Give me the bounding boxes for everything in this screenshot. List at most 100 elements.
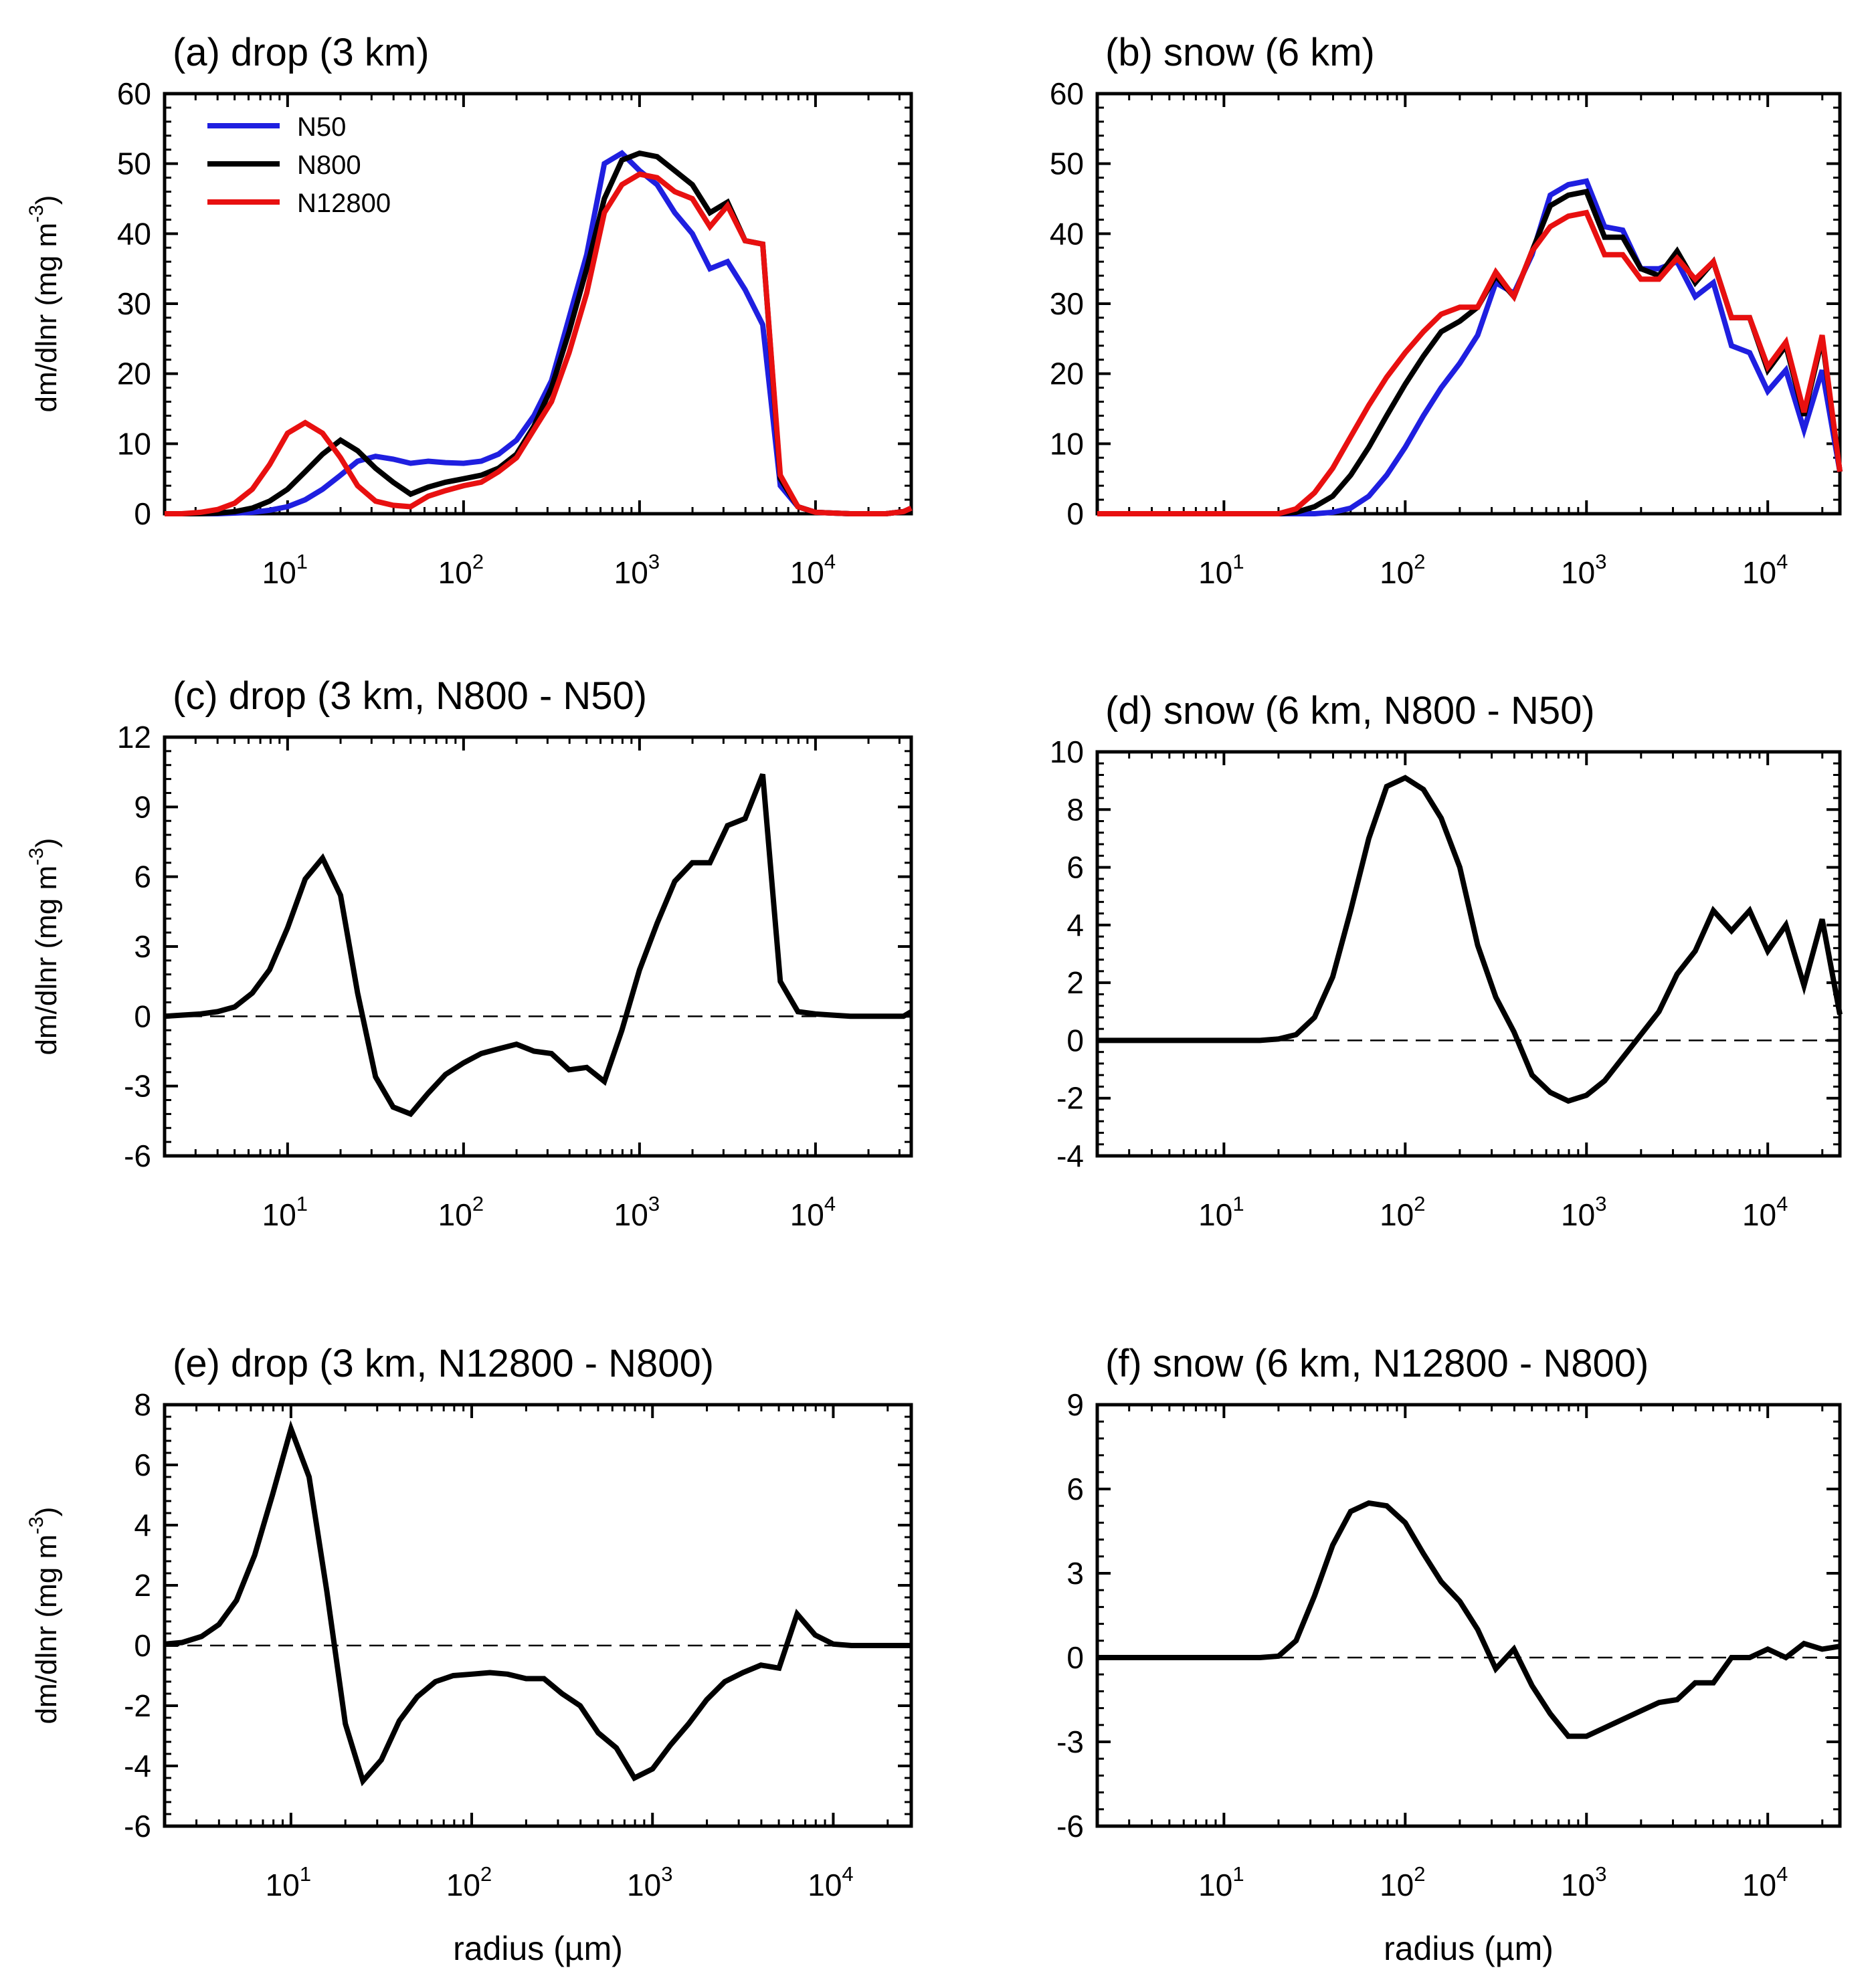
series-line-n12800 xyxy=(165,171,913,516)
x-tick-exponent: 1 xyxy=(300,1862,311,1886)
x-tick-exponent: 1 xyxy=(1232,1192,1244,1215)
panel-title: (a) drop (3 km) xyxy=(173,31,430,74)
x-tick-exponent: 3 xyxy=(648,1192,660,1215)
y-tick-label: -3 xyxy=(124,1069,151,1104)
series-line-n12800 xyxy=(1097,209,1843,516)
x-tick-label: 103 xyxy=(1561,1192,1606,1232)
y-tick-label: 6 xyxy=(1066,1472,1084,1506)
x-tick-base: 10 xyxy=(1198,1868,1232,1902)
x-tick-exponent: 3 xyxy=(661,1862,672,1886)
legend-label: N12800 xyxy=(297,189,391,218)
y-tick-label: 20 xyxy=(1050,357,1084,391)
series-line-n12800-n800 xyxy=(1097,1500,1841,1739)
x-tick-label: 103 xyxy=(1561,550,1606,590)
y-tick-label: 3 xyxy=(1066,1556,1084,1591)
x-tick-base: 10 xyxy=(446,1868,480,1902)
x-tick-base: 10 xyxy=(262,1197,296,1232)
y-axis-label-exponent: -3 xyxy=(25,205,48,223)
x-axis-label: radius (µm) xyxy=(1384,1930,1554,1967)
x-tick-label: 101 xyxy=(1198,1192,1244,1232)
x-tick-exponent: 2 xyxy=(1414,550,1425,573)
series-line-n50 xyxy=(1097,178,1843,516)
y-tick-label: -4 xyxy=(1056,1138,1084,1173)
y-tick-label: 3 xyxy=(134,929,151,964)
x-tick-exponent: 4 xyxy=(1776,1192,1788,1215)
x-tick-exponent: 4 xyxy=(824,550,836,573)
y-tick-label: 0 xyxy=(1066,496,1084,531)
y-axis-label: dm/dlnr (mg m-3) xyxy=(25,195,63,413)
x-tick-base: 10 xyxy=(1742,1868,1776,1902)
y-tick-label: 0 xyxy=(134,496,151,531)
x-tick-label: 104 xyxy=(790,1192,836,1232)
x-tick-exponent: 1 xyxy=(1232,1862,1244,1886)
legend-label: N50 xyxy=(297,112,346,142)
x-tick-base: 10 xyxy=(1380,1868,1414,1902)
x-tick-exponent: 4 xyxy=(1776,1862,1788,1886)
y-tick-label: 8 xyxy=(1066,792,1084,827)
x-tick-exponent: 2 xyxy=(480,1862,492,1886)
panel-title: (f) snow (6 km, N12800 - N800) xyxy=(1105,1342,1649,1385)
x-tick-base: 10 xyxy=(614,555,648,590)
y-tick-label: 10 xyxy=(1050,426,1084,461)
panel-title: (b) snow (6 km) xyxy=(1105,31,1375,74)
y-tick-label: 0 xyxy=(134,1628,151,1663)
y-tick-label: -2 xyxy=(1056,1081,1084,1116)
x-tick-exponent: 2 xyxy=(472,550,484,573)
x-tick-base: 10 xyxy=(614,1197,648,1232)
panel-f: (f) snow (6 km, N12800 - N800) -6 -3 0 3 6 9 10… xyxy=(1056,1342,1842,1967)
y-tick-label: 8 xyxy=(134,1387,151,1422)
x-tick-base: 10 xyxy=(1561,555,1595,590)
x-tick-exponent: 4 xyxy=(824,1192,836,1215)
x-tick-base: 10 xyxy=(1380,1197,1414,1232)
y-axis-label: dm/dlnr (mg m-3) xyxy=(25,1507,63,1724)
legend-label: N800 xyxy=(297,151,361,180)
y-tick-label: 40 xyxy=(1050,216,1084,251)
y-tick-label: 50 xyxy=(117,146,151,181)
x-tick-exponent: 1 xyxy=(296,550,308,573)
y-tick-label: -2 xyxy=(124,1688,151,1723)
y-tick-label: 12 xyxy=(117,720,151,755)
x-tick-label: 101 xyxy=(1198,550,1244,590)
x-tick-exponent: 3 xyxy=(1595,550,1606,573)
x-tick-exponent: 2 xyxy=(1414,1862,1425,1886)
x-tick-base: 10 xyxy=(1561,1868,1595,1902)
y-tick-label: 9 xyxy=(134,789,151,824)
x-tick-label: 101 xyxy=(262,1192,308,1232)
x-tick-label: 101 xyxy=(1198,1862,1244,1902)
x-tick-label: 102 xyxy=(438,1192,484,1232)
y-axis-label-close: ) xyxy=(30,195,63,205)
x-tick-exponent: 3 xyxy=(1595,1192,1606,1215)
x-tick-exponent: 2 xyxy=(1414,1192,1425,1215)
y-tick-label: -3 xyxy=(1056,1724,1084,1759)
x-tick-label: 101 xyxy=(262,550,308,590)
y-tick-label: 0 xyxy=(1066,1640,1084,1675)
y-tick-label: 0 xyxy=(1066,1023,1084,1058)
y-tick-label: 4 xyxy=(1066,908,1084,942)
x-tick-label: 104 xyxy=(1742,1862,1788,1902)
x-tick-label: 102 xyxy=(1380,1192,1425,1232)
series-line-n800-n50 xyxy=(1097,775,1843,1104)
y-tick-label: 50 xyxy=(1050,146,1084,181)
panel-title: (e) drop (3 km, N12800 - N800) xyxy=(173,1342,714,1385)
x-tick-exponent: 3 xyxy=(648,550,660,573)
y-tick-label: 6 xyxy=(134,1448,151,1482)
plot-frame xyxy=(163,1403,913,1828)
plot-frame xyxy=(1095,1403,1842,1828)
y-tick-label: 40 xyxy=(117,216,151,251)
x-tick-label: 104 xyxy=(790,550,836,590)
y-tick-label: 60 xyxy=(1050,76,1084,111)
y-tick-label: 10 xyxy=(117,426,151,461)
x-tick-exponent: 2 xyxy=(472,1192,484,1215)
x-tick-exponent: 4 xyxy=(842,1862,853,1886)
y-tick-label: 10 xyxy=(1050,734,1084,769)
x-tick-label: 103 xyxy=(627,1862,672,1902)
y-tick-label: -6 xyxy=(124,1809,151,1844)
x-tick-base: 10 xyxy=(1198,1197,1232,1232)
series-line-n12800-n800 xyxy=(164,1420,911,1787)
y-tick-label: 9 xyxy=(1066,1387,1084,1422)
x-tick-label: 103 xyxy=(614,1192,660,1232)
panel-title: (d) snow (6 km, N800 - N50) xyxy=(1105,689,1595,732)
y-tick-label: 30 xyxy=(117,286,151,321)
